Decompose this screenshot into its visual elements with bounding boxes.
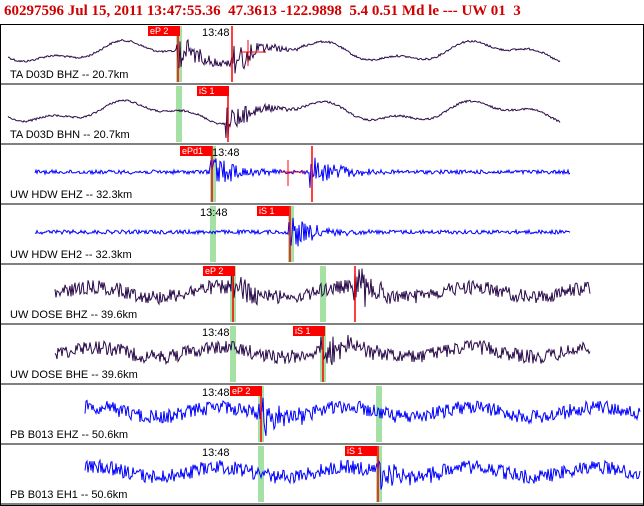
station-channel-label: TA D03D BHN -- 20.7km	[10, 129, 130, 141]
phase-tag-box	[345, 446, 377, 456]
trace-panel[interactable]: eP 2 13:48 TA D03D BHZ -- 20.7km	[0, 26, 644, 85]
phase-tag-box	[293, 326, 325, 336]
phase-window-band	[258, 446, 264, 502]
time-tick-label: 13:48	[202, 447, 230, 459]
time-tick-label: 13:48	[202, 327, 230, 339]
phase-tag[interactable]: eP 2	[203, 266, 235, 276]
waveform-trace	[84, 397, 641, 436]
phase-window-band	[376, 446, 382, 502]
time-tick-label: 13:48	[202, 387, 230, 399]
trace-panel[interactable]: iS 1 13:48 PB B013 EH1 -- 50.6km	[0, 446, 644, 505]
station-channel-label: PB B013 EHZ -- 50.6km	[10, 429, 128, 441]
phase-tag-label: iS 1	[199, 86, 215, 96]
phase-window-band	[176, 26, 182, 82]
phase-tag-label: iS 1	[295, 326, 311, 336]
time-tick-label: 13:48	[202, 27, 230, 39]
waveform-trace	[54, 265, 591, 307]
phase-window-band	[320, 266, 326, 322]
phase-window-band	[230, 326, 236, 382]
phase-tag-box	[230, 386, 262, 396]
phase-window-band	[210, 206, 216, 262]
waveform-trace	[84, 458, 641, 490]
station-channel-label: UW DOSE BHE -- 39.6km	[10, 369, 138, 381]
trace-panel[interactable]: ePd1 13:48 UW HDW EHZ -- 32.3km	[0, 146, 644, 205]
phase-tag[interactable]: ePd1	[180, 146, 212, 156]
time-tick-label: 13:48	[212, 147, 240, 159]
phase-tag-box	[148, 26, 180, 36]
phase-tag-label: iS 1	[347, 446, 363, 456]
phase-tag[interactable]: eP 2	[148, 26, 180, 36]
station-channel-label: TA D03D BHZ -- 20.7km	[10, 69, 128, 81]
phase-tag-label: eP 2	[232, 386, 250, 396]
event-header: 60297596 Jul 15, 2011 13:47:55.36 47.361…	[0, 0, 644, 24]
trace-panel[interactable]: iS 1 13:48 UW HDW EH2 -- 32.3km	[0, 206, 644, 265]
phase-window-band	[210, 146, 216, 202]
waveform-trace	[7, 38, 561, 74]
phase-tag[interactable]: iS 1	[197, 86, 229, 96]
phase-tag[interactable]: iS 1	[293, 326, 325, 336]
phase-tag-box	[180, 146, 212, 156]
trace-panel[interactable]: iS 1 13:48 UW DOSE BHE -- 39.6km	[0, 326, 644, 385]
time-tick-label: 13:48	[200, 207, 228, 219]
phase-tag-box	[197, 86, 229, 96]
waveform-trace	[34, 157, 571, 188]
station-channel-label: UW DOSE BHZ -- 39.6km	[10, 309, 137, 321]
phase-tag-label: iS 1	[259, 206, 275, 216]
phase-window-band	[176, 86, 182, 142]
station-channel-label: UW HDW EHZ -- 32.3km	[10, 189, 132, 201]
phase-tag-label: eP 2	[150, 26, 168, 36]
phase-tag-box	[257, 206, 289, 216]
station-channel-label: PB B013 EH1 -- 50.6km	[10, 489, 127, 501]
phase-tag[interactable]: iS 1	[345, 446, 377, 456]
trace-panel[interactable]: eP 213:48 PB B013 EHZ -- 50.6km	[0, 386, 644, 445]
trace-panel[interactable]: eP 2 UW DOSE BHZ -- 39.6km	[0, 265, 644, 325]
waveform-trace	[7, 99, 561, 139]
phase-tag[interactable]: iS 1	[257, 206, 289, 216]
waveform-trace	[34, 217, 571, 247]
trace-panel[interactable]: iS 1 TA D03D BHN -- 20.7km	[0, 86, 644, 145]
station-channel-label: UW HDW EH2 -- 32.3km	[10, 249, 132, 261]
phase-tag[interactable]: eP 2	[230, 386, 262, 396]
phase-tag-box	[203, 266, 235, 276]
phase-window-band	[376, 386, 382, 442]
event-summary: 60297596 Jul 15, 2011 13:47:55.36 47.361…	[4, 3, 521, 19]
phase-tag-label: ePd1	[182, 146, 203, 156]
phase-window-band	[288, 206, 294, 262]
phase-tag-label: eP 2	[205, 266, 223, 276]
